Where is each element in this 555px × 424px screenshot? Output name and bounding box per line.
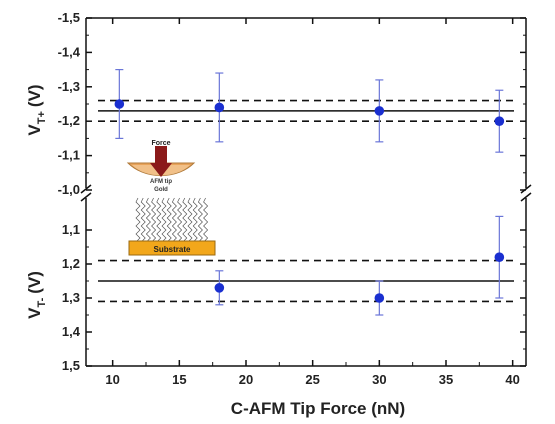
lower-y-axis-title: VT- (V) xyxy=(25,271,48,319)
upper-ylabel-unit: (V) xyxy=(25,84,44,107)
x-tick-label: 40 xyxy=(505,372,519,387)
molecule-chain xyxy=(182,197,188,243)
lower-ylabel-main: V xyxy=(25,307,44,319)
gold-label: Gold xyxy=(154,187,168,193)
afm-tip-label: AFM tip xyxy=(150,179,172,185)
axis-break-mark-left xyxy=(80,192,92,202)
upper-ylabel-sub: T+ xyxy=(36,111,48,124)
molecule-chain xyxy=(197,197,203,243)
upper-panel: -1,5 -1,4 -1,3 -1,2 -1,1 -1,0 xyxy=(58,10,526,197)
molecule-chain xyxy=(145,197,151,243)
upper-ytick-label: -1,0 xyxy=(58,182,80,197)
upper-data-point xyxy=(114,99,125,109)
inset-illustration: Substrate Force AFM tip Gold xyxy=(126,140,216,256)
lower-ylabel-sub: T- xyxy=(36,297,48,307)
lower-ylabel-unit: (V) xyxy=(25,271,44,294)
x-tick-label: 25 xyxy=(305,372,319,387)
molecule-chain xyxy=(177,197,183,243)
lower-data-point xyxy=(214,283,225,293)
lower-ytick-label: 1,5 xyxy=(62,358,80,373)
molecule-chain xyxy=(156,197,162,243)
molecule-chain xyxy=(151,197,157,243)
upper-y-axis-title: VT+ (V) xyxy=(25,84,48,135)
molecule-chains xyxy=(135,197,209,243)
lower-ytick-label: 1,1 xyxy=(62,222,80,237)
lower-ytick-label: 1,2 xyxy=(62,256,80,271)
upper-ytick-label: -1,1 xyxy=(58,148,80,163)
upper-ytick-label: -1,3 xyxy=(58,79,80,94)
axis-break-gap-right xyxy=(520,188,532,198)
lower-panel: 1,1 1,2 1,3 1,4 1,5 xyxy=(62,215,526,373)
molecule-chain xyxy=(171,197,177,243)
plot-frame xyxy=(80,17,532,367)
lower-data-point xyxy=(494,252,505,262)
axis-break-mark-right xyxy=(520,184,532,194)
substrate-label: Substrate xyxy=(154,245,191,254)
force-label: Force xyxy=(151,140,170,147)
molecule-chain xyxy=(135,197,141,243)
svg-text:VT-(V): VT- (V) xyxy=(25,271,48,319)
upper-ytick-label: -1,2 xyxy=(58,113,80,128)
axis-break-gap-left xyxy=(80,188,92,198)
upper-data-point xyxy=(494,116,505,126)
upper-ytick-label: -1,5 xyxy=(58,10,80,25)
upper-data-point xyxy=(214,102,225,113)
lower-ytick-label: 1,3 xyxy=(62,290,80,305)
molecule-chain xyxy=(192,197,198,243)
upper-ylabel-main: V xyxy=(25,124,44,136)
molecule-chain xyxy=(161,197,167,243)
x-tick-label: 20 xyxy=(239,372,253,387)
x-tick-label: 15 xyxy=(172,372,186,387)
molecule-chain xyxy=(187,197,193,243)
substrate-rect xyxy=(128,240,216,256)
x-tick-label: 30 xyxy=(372,372,386,387)
x-axis-title: C-AFM Tip Force (nN) xyxy=(231,399,405,418)
x-tick-label: 35 xyxy=(439,372,453,387)
force-arrow-shaft xyxy=(155,146,167,164)
lower-data-point xyxy=(374,293,385,303)
molecule-chain xyxy=(203,197,209,243)
axis-break-mark-right xyxy=(520,192,532,202)
lower-ytick-label: 1,4 xyxy=(62,324,81,339)
x-axis: 10 15 20 25 30 35 40 xyxy=(105,18,520,387)
upper-ytick-label: -1,4 xyxy=(58,44,81,59)
force-arrow-head xyxy=(150,163,172,177)
svg-text:VT+(V): VT+ (V) xyxy=(25,84,48,135)
axis-break-mark-left xyxy=(80,184,92,194)
molecule-chain xyxy=(166,197,172,243)
molecule-chain xyxy=(140,197,146,243)
x-tick-label: 10 xyxy=(105,372,119,387)
upper-data-point xyxy=(374,106,385,116)
